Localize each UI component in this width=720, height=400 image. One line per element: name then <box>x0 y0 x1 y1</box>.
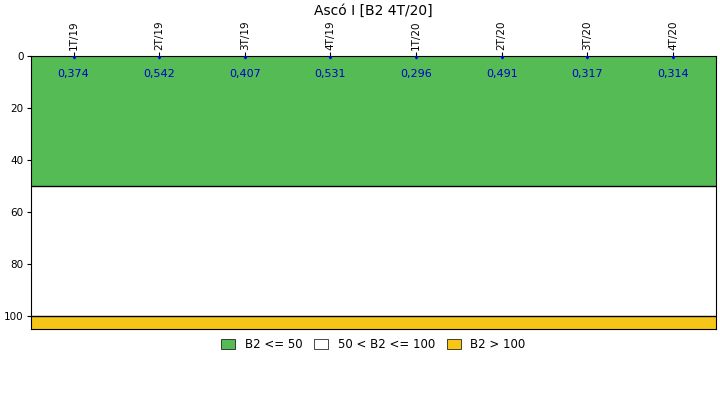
Text: 0,317: 0,317 <box>572 69 603 79</box>
Bar <box>31 56 716 186</box>
Text: 0,542: 0,542 <box>143 69 175 79</box>
Text: 0,296: 0,296 <box>400 69 432 79</box>
Text: 0,491: 0,491 <box>486 69 518 79</box>
Bar <box>31 186 716 316</box>
Text: 0,314: 0,314 <box>657 69 689 79</box>
Legend: B2 <= 50, 50 < B2 <= 100, B2 > 100: B2 <= 50, 50 < B2 <= 100, B2 > 100 <box>216 333 531 356</box>
Text: 0,374: 0,374 <box>58 69 89 79</box>
Text: 0,407: 0,407 <box>229 69 261 79</box>
Bar <box>31 316 716 329</box>
Title: Ascó I [B2 4T/20]: Ascó I [B2 4T/20] <box>314 4 433 18</box>
Text: 0,531: 0,531 <box>315 69 346 79</box>
